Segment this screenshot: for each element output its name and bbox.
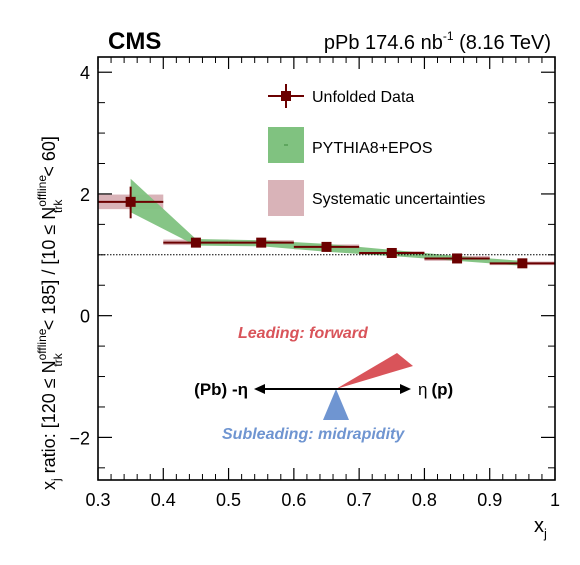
legend-data-label: Unfolded Data	[312, 89, 414, 106]
legend: Unfolded Data PYTHIA8+EPOS Systematic un…	[268, 84, 485, 216]
x-tick-label: 0.5	[216, 490, 241, 510]
legend-data-marker	[268, 84, 304, 108]
y-tick-label: 4	[80, 63, 90, 83]
data-point-3	[321, 241, 332, 252]
rapidity-schematic: Leading: forward (Pb) -η η (p) Subleading…	[194, 325, 453, 443]
model-band	[130, 178, 523, 266]
y-axis-title: xj ratio: [120 ≤ Noffline trk < 185] / [1…	[35, 136, 65, 490]
run-condition-suffix: (8.16 TeV)	[454, 32, 551, 54]
y-title-xj: x	[39, 481, 59, 490]
x-tick-label: 0.8	[412, 490, 437, 510]
x-axis-title: xj	[534, 515, 547, 541]
y-tick-label: 0	[80, 307, 90, 327]
x-tick-label: 0.7	[347, 490, 372, 510]
leading-cone	[336, 353, 413, 389]
data-points	[98, 186, 555, 269]
y-title-sup1: offline	[35, 328, 49, 360]
x-tick-label: 1	[550, 490, 560, 510]
y-title-sub1: trk	[51, 352, 65, 366]
plot-frame	[97, 56, 556, 481]
eta-arrow-left-head	[254, 384, 265, 394]
leading-label: Leading: forward	[238, 325, 369, 342]
x-tick-label: 0.6	[281, 490, 306, 510]
legend-syst-label: Systematic uncertainties	[312, 191, 485, 208]
eta-right-p: (p)	[431, 380, 453, 399]
y-tick-label: 2	[80, 185, 90, 205]
y-title-part2: ratio: [120 ≤ N	[39, 360, 59, 478]
data-point-5	[452, 253, 463, 264]
y-title-part4: < 60]	[39, 136, 59, 182]
x-tick-label: 0.9	[477, 490, 502, 510]
data-point-6	[517, 258, 528, 269]
x-tick-label: 0.3	[85, 490, 110, 510]
data-point-4	[386, 247, 397, 258]
eta-right-eta: η	[418, 380, 427, 399]
legend-model-label: PYTHIA8+EPOS	[312, 140, 433, 157]
y-title-sub2: trk	[51, 199, 65, 213]
eta-left-label: (Pb) -η	[194, 380, 248, 399]
subleading-label: Subleading: midrapidity	[222, 426, 405, 443]
y-title-part3: < 185] / [10 ≤ N	[39, 207, 59, 335]
eta-arrow-right-head	[400, 384, 411, 394]
legend-syst-swatch	[268, 180, 304, 216]
data-point-2	[256, 237, 267, 248]
x-axis-title-sub: j	[543, 526, 547, 541]
run-condition: pPb 174.6 nb-1 (8.16 TeV)	[324, 29, 551, 54]
run-condition-sup: -1	[443, 29, 454, 43]
x-tick-label: 0.4	[151, 490, 176, 510]
y-title-sup2: offline	[35, 175, 49, 207]
axis-ticks: 0.3 0.4 0.5 0.6 0.7 0.8 0.9 1 −2 0 2 4	[69, 57, 560, 510]
y-title-xj-sub: j	[49, 478, 63, 482]
data-point-0	[125, 196, 136, 207]
run-condition-prefix: pPb 174.6 nb	[324, 32, 443, 54]
data-point-1	[190, 237, 201, 248]
y-tick-label: −2	[69, 428, 90, 448]
x-axis-title-main: x	[534, 515, 544, 537]
subleading-cone	[323, 389, 349, 420]
plot-area	[98, 178, 555, 269]
eta-right-label: η (p)	[418, 380, 453, 399]
cms-label: CMS	[108, 28, 161, 55]
